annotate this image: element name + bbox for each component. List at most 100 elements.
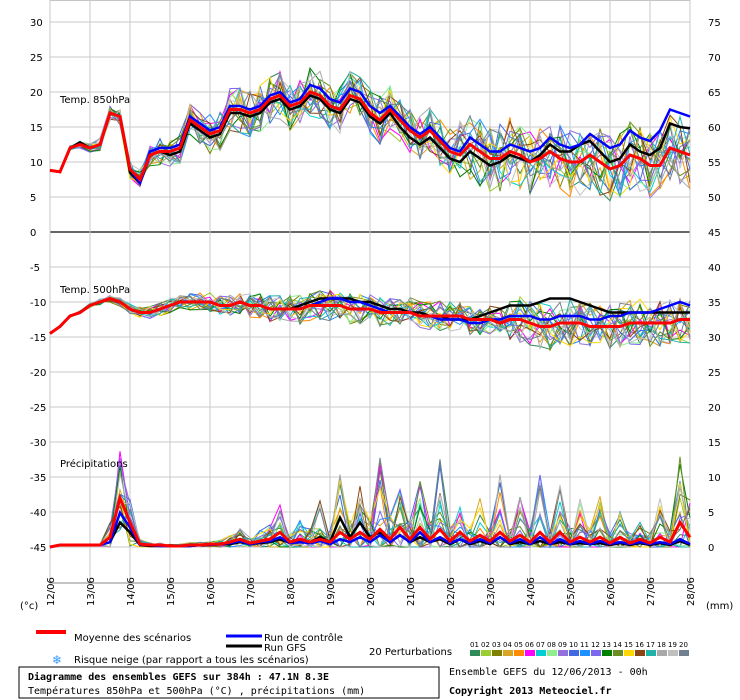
perturb-swatch — [602, 650, 612, 656]
perturb-swatch — [679, 650, 689, 656]
perturb-number: 01 — [470, 641, 479, 649]
right-tick-label: 25 — [708, 368, 721, 379]
perturb-number: 02 — [481, 641, 490, 649]
footer-box — [18, 666, 440, 699]
left-tick-label: -30 — [30, 438, 46, 449]
left-tick-label: -15 — [30, 333, 46, 344]
perturb-swatch — [624, 650, 634, 656]
section-label-850: Temp. 850hPa — [59, 95, 130, 106]
left-tick-label: 20 — [30, 88, 43, 99]
x-tick-label: 25/06 — [566, 577, 577, 606]
perturb-number: 06 — [525, 641, 534, 649]
x-tick-label: 16/06 — [206, 577, 217, 606]
left-tick-label: 0 — [30, 228, 36, 239]
perturb-swatch — [580, 650, 590, 656]
legend-gfs-label: Run GFS — [264, 643, 306, 654]
left-tick-label: -40 — [30, 508, 46, 519]
right-tick-label: 0 — [708, 543, 714, 554]
control-line-850 — [49, 83, 691, 186]
perturb-number: 20 — [679, 641, 688, 649]
perturb-swatch — [569, 650, 579, 656]
perturb-number: 17 — [646, 641, 655, 649]
perturb-number: 19 — [668, 641, 677, 649]
right-tick-label: 10 — [708, 473, 721, 484]
perturb-number: 16 — [635, 641, 644, 649]
right-tick-label: 70 — [708, 53, 721, 64]
perturb-swatch — [525, 650, 535, 656]
perturb-number: 13 — [602, 641, 611, 649]
left-tick-label: 5 — [30, 193, 36, 204]
perturb-swatch — [536, 650, 546, 656]
perturb-number: 09 — [558, 641, 567, 649]
left-tick-label: -25 — [30, 403, 46, 414]
perturb-swatch — [635, 650, 645, 656]
perturb-swatch — [503, 650, 513, 656]
legend-control-label: Run de contrôle — [264, 632, 343, 644]
right-tick-label: 35 — [708, 298, 721, 309]
footer-run-info: Ensemble GEFS du 12/06/2013 - 00h — [449, 667, 648, 678]
right-tick-label: 5 — [708, 508, 714, 519]
footer-subtitle: Températures 850hPa et 500hPa (°C) , pré… — [28, 685, 365, 697]
left-tick-label: -20 — [30, 368, 46, 379]
perturbation-swatches: 01 02 03 04 05 06 07 08 09 10 11 12 13 14 15 16 17 18 19 20 — [470, 641, 689, 656]
legend-perturb-label: 20 Perturbations — [369, 647, 452, 658]
perturb-number: 11 — [580, 641, 589, 649]
x-tick-label: 28/06 — [686, 577, 697, 606]
x-tick-label: 23/06 — [486, 577, 497, 606]
perturb-number: 08 — [547, 641, 556, 649]
left-tick-label: 25 — [30, 53, 43, 64]
x-tick-label: 24/06 — [526, 577, 537, 606]
legend: Moyenne des scénarios Run de contrôle Ru… — [36, 630, 689, 667]
legend-snow-label: Risque neige (par rapport a tous les scé… — [74, 654, 309, 666]
perturb-number: 15 — [624, 641, 633, 649]
perturb-swatch — [492, 650, 502, 656]
left-tick-label: 15 — [30, 123, 43, 134]
left-tick-label: -5 — [30, 263, 40, 274]
left-tick-label: 10 — [30, 158, 43, 169]
right-unit-label: (mm) — [706, 601, 733, 612]
perturb-number: 03 — [492, 641, 501, 649]
right-tick-label: 65 — [708, 88, 721, 99]
mean-line-precip — [49, 493, 692, 549]
x-tick-label: 12/06 — [46, 577, 57, 606]
perturb-swatch — [481, 650, 491, 656]
x-tick-label: 14/06 — [126, 577, 137, 606]
left-tick-label: -45 — [30, 543, 46, 554]
member-line — [49, 74, 691, 199]
perturb-swatch — [470, 650, 480, 656]
left-tick-label: -35 — [30, 473, 46, 484]
perturb-number: 04 — [503, 641, 512, 649]
x-tick-label: 15/06 — [166, 577, 177, 606]
x-tick-label: 17/06 — [246, 577, 257, 606]
footer-copyright: Copyright 2013 Meteociel.fr — [449, 685, 612, 697]
section-label-500: Temp. 500hPa — [59, 285, 130, 296]
left-tick-label: -10 — [30, 298, 46, 309]
mean-line-500 — [49, 296, 690, 335]
x-tick-label: 13/06 — [86, 577, 97, 606]
right-tick-label: 45 — [708, 228, 721, 239]
snowflake-icon: ❄ — [52, 653, 62, 667]
perturb-swatch — [646, 650, 656, 656]
main-series — [49, 83, 692, 549]
left-tick-label: 30 — [30, 18, 43, 29]
left-unit-label: (°c) — [20, 601, 38, 612]
x-tick-label: 18/06 — [286, 577, 297, 606]
right-tick-label: 30 — [708, 333, 721, 344]
member-line — [49, 70, 691, 197]
right-tick-label: 40 — [708, 263, 721, 274]
perturb-swatch — [591, 650, 601, 656]
perturb-number: 12 — [591, 641, 600, 649]
x-tick-label: 20/06 — [366, 577, 377, 606]
member-line — [49, 66, 691, 193]
perturb-swatch — [613, 650, 623, 656]
perturb-number: 14 — [613, 641, 622, 649]
x-tick-label: 22/06 — [446, 577, 457, 606]
right-tick-label: 75 — [708, 18, 721, 29]
right-tick-label: 55 — [708, 158, 721, 169]
mean-line-850 — [49, 90, 691, 183]
right-tick-label: 15 — [708, 438, 721, 449]
perturb-swatch — [514, 650, 524, 656]
chart-grid — [49, 0, 691, 584]
